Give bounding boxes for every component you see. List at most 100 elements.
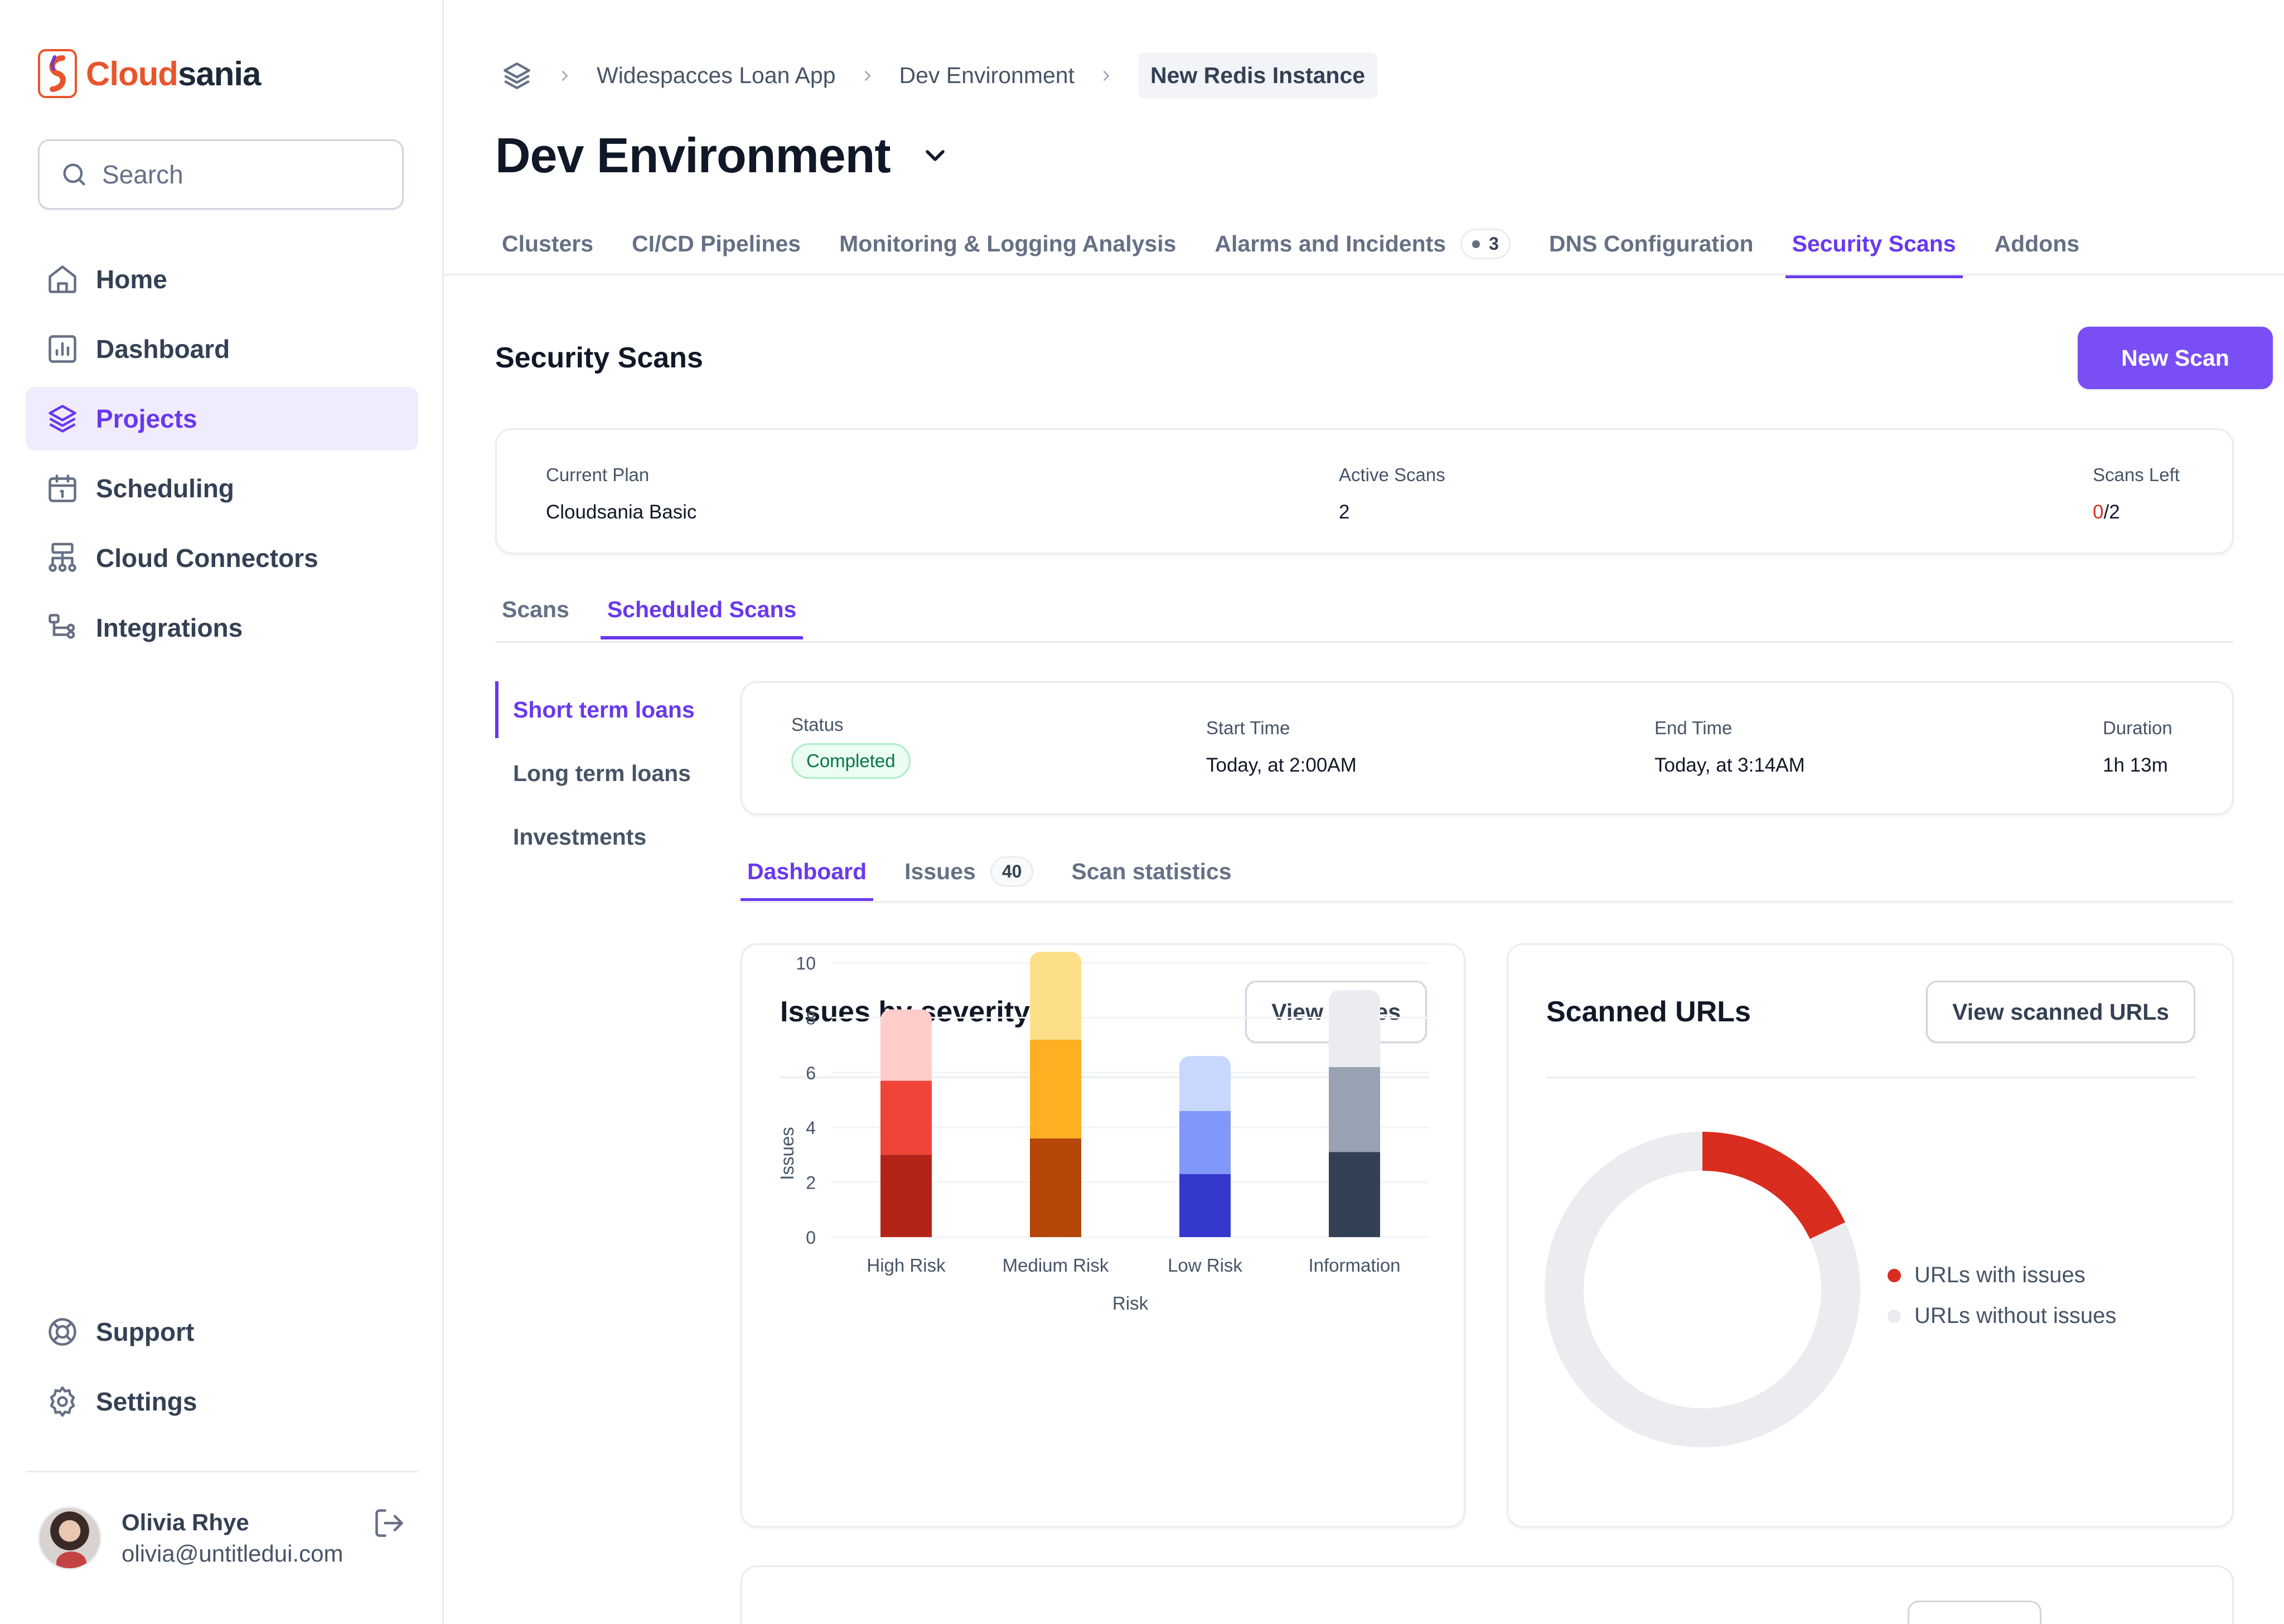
bar-chart-icon bbox=[45, 331, 80, 367]
tab-dns[interactable]: DNS Configuration bbox=[1542, 206, 1760, 278]
search-icon bbox=[63, 163, 85, 186]
breadcrumb-current[interactable]: New Redis Instance bbox=[1138, 52, 1378, 99]
card-divider bbox=[1546, 1077, 2195, 1078]
sidebar-item-scheduling[interactable]: Scheduling bbox=[26, 457, 418, 520]
bar-segment bbox=[880, 1155, 932, 1237]
status-label: Status bbox=[791, 714, 844, 735]
bar-segment bbox=[1329, 1152, 1380, 1237]
active-scans-label: Active Scans bbox=[1339, 464, 1445, 485]
bar-segment-fill bbox=[1179, 1066, 1231, 1111]
end-value: Today, at 3:14AM bbox=[1654, 754, 1805, 776]
bar-segment-fill bbox=[1030, 962, 1081, 1040]
section-title: Security Scans bbox=[495, 342, 703, 374]
legend-label: URLs with issues bbox=[1914, 1263, 2085, 1287]
brand-part2: sania bbox=[177, 55, 261, 93]
layers-icon bbox=[45, 401, 80, 437]
view-scanned-urls-button[interactable]: View scanned URLs bbox=[1926, 981, 2195, 1043]
start-value: Today, at 2:00AM bbox=[1206, 754, 1357, 776]
logout-icon[interactable] bbox=[372, 1506, 406, 1540]
bar-segment bbox=[880, 1080, 932, 1155]
end-label: End Time bbox=[1654, 718, 1733, 738]
chevron-right-icon bbox=[1103, 70, 1110, 81]
tab-alarms[interactable]: Alarms and Incidents 3 bbox=[1208, 206, 1517, 278]
legend-item: URLs without issues bbox=[1888, 1303, 2116, 1329]
legend-label: URLs without issues bbox=[1914, 1303, 2117, 1328]
bar-segment-fill bbox=[880, 1019, 932, 1081]
scans-left-value: 0/2 bbox=[2093, 501, 2180, 523]
tab-label: Issues bbox=[904, 859, 976, 884]
status-badge: Completed bbox=[791, 743, 911, 779]
user-name: Olivia Rhye bbox=[122, 1509, 249, 1535]
tab-scheduled-scans[interactable]: Scheduled Scans bbox=[600, 580, 804, 639]
tab-scans[interactable]: Scans bbox=[502, 597, 569, 622]
x-tick-label: High Risk bbox=[867, 1255, 946, 1276]
page-title: Dev Environment bbox=[495, 128, 891, 183]
brand-logo[interactable]: Cloudsania bbox=[38, 49, 261, 98]
calendar-icon bbox=[45, 471, 80, 506]
tab-label: Clusters bbox=[502, 231, 594, 256]
x-tick-label: Low Risk bbox=[1168, 1255, 1242, 1276]
sidebar-item-settings[interactable]: Settings bbox=[26, 1370, 418, 1433]
sidebar-item-integrations[interactable]: Integrations bbox=[26, 596, 418, 660]
scans-left: Scans Left 0/2 bbox=[2093, 464, 2180, 523]
search-box[interactable] bbox=[38, 139, 404, 210]
tab-security-scans[interactable]: Security Scans bbox=[1785, 206, 1963, 278]
scan-end: End Time Today, at 3:14AM bbox=[1654, 718, 1805, 777]
scans-left-total: /2 bbox=[2103, 501, 2120, 523]
new-scan-button[interactable]: New Scan bbox=[2078, 327, 2273, 389]
sidebar-item-cloud-connectors[interactable]: Cloud Connectors bbox=[26, 526, 418, 590]
vtab-investments[interactable]: Investments bbox=[513, 823, 647, 850]
sidebar-item-dashboard[interactable]: Dashboard bbox=[26, 317, 418, 381]
chevron-down-icon[interactable] bbox=[920, 140, 951, 171]
tab-clusters[interactable]: Clusters bbox=[495, 206, 600, 278]
tab-label: Dashboard bbox=[747, 859, 867, 884]
current-plan-value: Cloudsania Basic bbox=[546, 501, 697, 523]
sidebar-item-home[interactable]: Home bbox=[26, 248, 418, 311]
search-input[interactable] bbox=[102, 159, 392, 190]
sidebar-item-projects[interactable]: Projects bbox=[26, 387, 418, 450]
breadcrumb-item[interactable]: Dev Environment bbox=[899, 62, 1075, 88]
tab-label: Monitoring & Logging Analysis bbox=[839, 231, 1177, 256]
vtab-short-term-loans[interactable]: Short term loans bbox=[495, 681, 707, 738]
duration-label: Duration bbox=[2103, 718, 2172, 738]
current-plan: Current Plan Cloudsania Basic bbox=[546, 464, 696, 523]
count-badge: 3 bbox=[1460, 229, 1511, 259]
x-tick-label: Medium Risk bbox=[1003, 1255, 1109, 1276]
user-profile[interactable]: Olivia Rhye olivia@untitledui.com bbox=[38, 1506, 343, 1570]
duration-value: 1h 13m bbox=[2103, 754, 2168, 776]
active-scans-value: 2 bbox=[1339, 501, 1350, 523]
bar-segment bbox=[1030, 1039, 1081, 1138]
sidebar-item-label: Dashboard bbox=[96, 335, 230, 363]
breadcrumb-item[interactable]: Widespacces Loan App bbox=[597, 62, 836, 88]
scan-start: Start Time Today, at 2:00AM bbox=[1206, 718, 1357, 777]
tab-cicd-pipelines[interactable]: CI/CD Pipelines bbox=[625, 206, 807, 278]
vtab-long-term-loans[interactable]: Long term loans bbox=[513, 760, 691, 786]
x-tick-label: Information bbox=[1308, 1255, 1400, 1276]
x-axis-label: Risk bbox=[1112, 1293, 1149, 1313]
brand-name: Cloudsania bbox=[86, 55, 261, 93]
brand-part1: Cloud bbox=[86, 55, 178, 93]
tab-dashboard[interactable]: Dashboard bbox=[741, 842, 874, 901]
scan-status: Status Completed bbox=[791, 714, 911, 779]
dataflow-icon bbox=[45, 610, 80, 646]
page-title-row[interactable]: Dev Environment bbox=[495, 127, 951, 184]
dot-icon bbox=[1472, 240, 1480, 248]
severity-bar-chart: 0 2 4 6 8 10 High Risk Medium Risk Low Risk Infor… bbox=[777, 952, 1429, 1313]
card-button[interactable] bbox=[1908, 1601, 2041, 1624]
y-tick-label: 0 bbox=[806, 1228, 816, 1248]
tab-addons[interactable]: Addons bbox=[1988, 206, 2087, 278]
sidebar-item-label: Scheduling bbox=[96, 474, 234, 503]
plan-card: Current Plan Cloudsania Basic Active Sca… bbox=[495, 428, 2234, 554]
bar-segment bbox=[1030, 1138, 1081, 1237]
tab-scan-statistics[interactable]: Scan statistics bbox=[1064, 842, 1238, 901]
chevron-right-icon bbox=[864, 70, 871, 81]
sidebar-item-label: Integrations bbox=[96, 613, 243, 642]
tab-monitoring[interactable]: Monitoring & Logging Analysis bbox=[833, 206, 1183, 278]
sidebar-item-support[interactable]: Support bbox=[26, 1300, 418, 1364]
gear-icon bbox=[45, 1384, 80, 1419]
active-scans: Active Scans 2 bbox=[1339, 464, 1445, 523]
tab-issues[interactable]: Issues 40 bbox=[898, 842, 1040, 901]
subtabs-divider bbox=[495, 641, 2234, 643]
project-list: Short term loans Long term loans Investm… bbox=[495, 681, 707, 872]
layers-icon[interactable] bbox=[501, 60, 533, 92]
